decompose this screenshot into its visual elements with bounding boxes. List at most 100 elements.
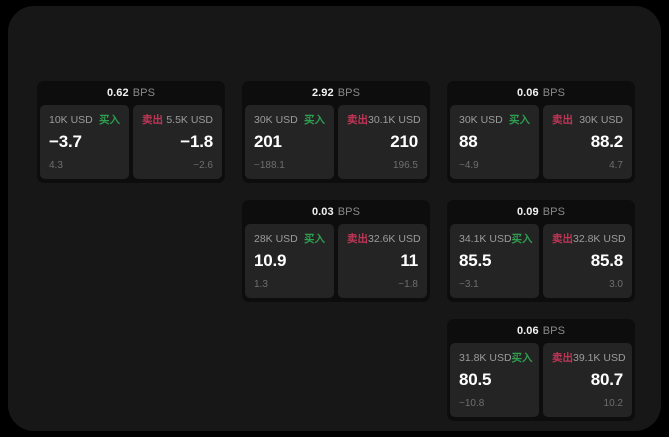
sell-action-label: 卖出 (347, 114, 368, 126)
sell-price: 11 (400, 251, 418, 270)
sell-side-panel[interactable]: 卖出 30K USD 88.2 4.7 (543, 105, 632, 179)
buy-action-label: 买入 (304, 114, 325, 126)
sell-side-header: 卖出 32.6K USD (347, 232, 421, 246)
quote-card[interactable]: 2.92 BPS 30K USD 买入 201 −188.1 卖出 30.1K USD 210 1… (242, 81, 430, 183)
sell-size-label: 30.1K USD (368, 113, 421, 126)
sell-side-panel[interactable]: 卖出 32.6K USD 11 −1.8 (338, 224, 427, 298)
quote-card[interactable]: 0.06 BPS 30K USD 买入 88 −4.9 卖出 30K USD 88.2 4.7 (447, 81, 635, 183)
buy-side-header: 10K USD 买入 (49, 113, 120, 127)
sell-delta: 10.2 (603, 398, 623, 409)
buy-action-label: 买入 (304, 233, 325, 245)
bps-value: 0.03 (311, 206, 334, 218)
sell-price: 88.2 (590, 132, 623, 151)
buy-delta: −4.9 (459, 160, 479, 171)
sell-side-panel[interactable]: 卖出 32.8K USD 85.8 3.0 (543, 224, 632, 298)
card-header: 0.09 BPS (447, 200, 635, 224)
sell-price: 80.7 (590, 370, 623, 389)
sell-delta: 3.0 (609, 279, 623, 290)
card-body: 28K USD 买入 10.9 1.3 卖出 32.6K USD 11 −1.8 (242, 224, 430, 302)
buy-price: −3.7 (49, 132, 82, 151)
bps-value: 0.06 (516, 87, 539, 99)
sell-side-panel[interactable]: 卖出 30.1K USD 210 196.5 (338, 105, 427, 179)
sell-side-header: 卖出 5.5K USD (142, 113, 213, 127)
sell-side-header: 卖出 30.1K USD (347, 113, 421, 127)
buy-side-header: 28K USD 买入 (254, 232, 325, 246)
buy-action-label: 买入 (99, 114, 120, 126)
sell-size-label: 30K USD (579, 113, 623, 126)
sell-delta: −1.8 (398, 279, 418, 290)
buy-size-label: 31.8K USD (459, 351, 512, 364)
buy-side-header: 30K USD 买入 (254, 113, 325, 127)
buy-price: 88 (459, 132, 478, 151)
buy-price: 10.9 (254, 251, 287, 270)
buy-side-panel[interactable]: 30K USD 买入 88 −4.9 (450, 105, 539, 179)
buy-size-label: 28K USD (254, 232, 298, 245)
buy-side-panel[interactable]: 10K USD 买入 −3.7 4.3 (40, 105, 129, 179)
sell-side-header: 卖出 39.1K USD (552, 351, 626, 365)
buy-size-label: 30K USD (254, 113, 298, 126)
buy-side-panel[interactable]: 28K USD 买入 10.9 1.3 (245, 224, 334, 298)
buy-price: 80.5 (459, 370, 492, 389)
sell-size-label: 32.8K USD (573, 232, 626, 245)
buy-size-label: 10K USD (49, 113, 93, 126)
sell-action-label: 卖出 (552, 233, 573, 245)
card-body: 30K USD 买入 88 −4.9 卖出 30K USD 88.2 4.7 (447, 105, 635, 183)
buy-size-label: 34.1K USD (459, 232, 512, 245)
quote-card[interactable]: 0.62 BPS 10K USD 买入 −3.7 4.3 卖出 5.5K USD −1.8 −2.… (37, 81, 225, 183)
buy-side-header: 30K USD 买入 (459, 113, 530, 127)
buy-delta: 4.3 (49, 160, 63, 171)
buy-delta: −188.1 (254, 160, 285, 171)
card-header: 0.06 BPS (447, 81, 635, 105)
sell-side-panel[interactable]: 卖出 5.5K USD −1.8 −2.6 (133, 105, 222, 179)
bps-unit-label: BPS (542, 325, 566, 337)
buy-side-header: 34.1K USD 买入 (459, 232, 533, 246)
buy-side-panel[interactable]: 34.1K USD 买入 85.5 −3.1 (450, 224, 539, 298)
buy-action-label: 买入 (511, 352, 533, 364)
sell-action-label: 卖出 (552, 352, 573, 364)
sell-side-header: 卖出 30K USD (552, 113, 623, 127)
buy-price: 201 (254, 132, 282, 151)
bps-value: 0.06 (516, 325, 539, 337)
card-header: 0.62 BPS (37, 81, 225, 105)
sell-size-label: 32.6K USD (368, 232, 421, 245)
buy-size-label: 30K USD (459, 113, 503, 126)
buy-action-label: 买入 (511, 233, 533, 245)
quote-column: 0.62 BPS 10K USD 买入 −3.7 4.3 卖出 5.5K USD −1.8 −2.… (37, 81, 225, 183)
buy-action-label: 买入 (509, 114, 530, 126)
card-header: 0.06 BPS (447, 319, 635, 343)
buy-side-panel[interactable]: 31.8K USD 买入 80.5 −10.8 (450, 343, 539, 417)
card-body: 10K USD 买入 −3.7 4.3 卖出 5.5K USD −1.8 −2.6 (37, 105, 225, 183)
card-body: 30K USD 买入 201 −188.1 卖出 30.1K USD 210 196.5 (242, 105, 430, 183)
sell-side-panel[interactable]: 卖出 39.1K USD 80.7 10.2 (543, 343, 632, 417)
bps-unit-label: BPS (132, 87, 156, 99)
sell-delta: 196.5 (392, 160, 418, 171)
buy-delta: −10.8 (459, 398, 485, 409)
sell-price: 210 (390, 132, 418, 151)
card-body: 34.1K USD 买入 85.5 −3.1 卖出 32.8K USD 85.8 3.0 (447, 224, 635, 302)
quote-column: 2.92 BPS 30K USD 买入 201 −188.1 卖出 30.1K USD 210 1… (242, 81, 430, 302)
sell-action-label: 卖出 (552, 114, 573, 126)
bps-unit-label: BPS (337, 87, 361, 99)
buy-side-panel[interactable]: 30K USD 买入 201 −188.1 (245, 105, 334, 179)
quote-card[interactable]: 0.03 BPS 28K USD 买入 10.9 1.3 卖出 32.6K USD 11 −1.8 (242, 200, 430, 302)
sell-size-label: 5.5K USD (166, 113, 213, 126)
buy-delta: −3.1 (459, 279, 479, 290)
sell-price: 85.8 (590, 251, 623, 270)
buy-side-header: 31.8K USD 买入 (459, 351, 533, 365)
buy-price: 85.5 (459, 251, 492, 270)
bps-unit-label: BPS (542, 206, 566, 218)
sell-size-label: 39.1K USD (573, 351, 626, 364)
bps-unit-label: BPS (337, 206, 361, 218)
quote-card-columns: 0.62 BPS 10K USD 买入 −3.7 4.3 卖出 5.5K USD −1.8 −2.… (37, 81, 637, 421)
quote-card[interactable]: 0.06 BPS 31.8K USD 买入 80.5 −10.8 卖出 39.1K USD 80… (447, 319, 635, 421)
sell-action-label: 卖出 (347, 233, 368, 245)
sell-action-label: 卖出 (142, 114, 163, 126)
sell-price: −1.8 (180, 132, 213, 151)
sell-side-header: 卖出 32.8K USD (552, 232, 626, 246)
bps-value: 0.62 (106, 87, 129, 99)
sell-delta: 4.7 (609, 160, 623, 171)
quote-card[interactable]: 0.09 BPS 34.1K USD 买入 85.5 −3.1 卖出 32.8K USD 85.… (447, 200, 635, 302)
buy-delta: 1.3 (254, 279, 268, 290)
card-body: 31.8K USD 买入 80.5 −10.8 卖出 39.1K USD 80.7 10.2 (447, 343, 635, 421)
card-header: 2.92 BPS (242, 81, 430, 105)
